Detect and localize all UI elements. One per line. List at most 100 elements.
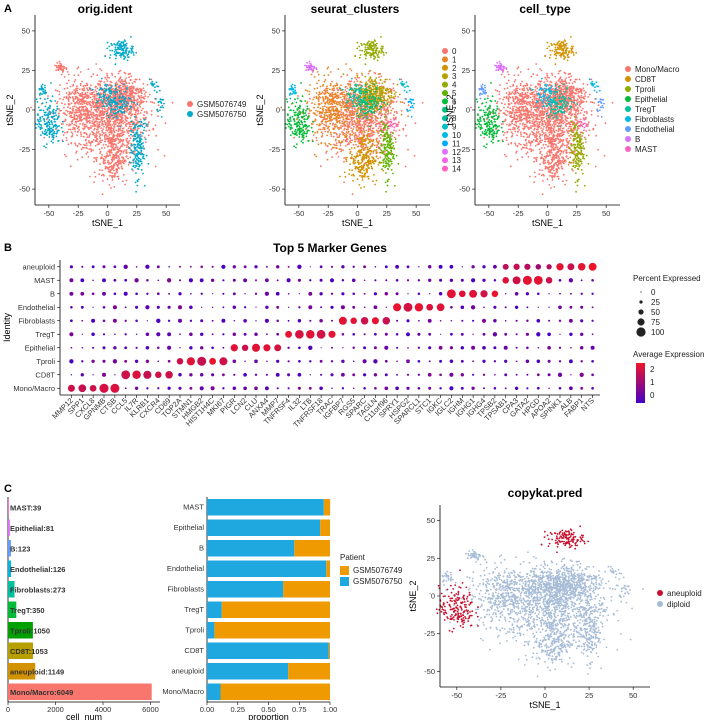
tsne-point: [359, 136, 361, 139]
tsne-point: [114, 52, 117, 55]
tsne-point: [359, 49, 361, 52]
tsne-point: [382, 122, 384, 125]
tsne-point: [122, 150, 125, 153]
tsne-point: [122, 85, 125, 88]
tsne-point: [365, 129, 368, 132]
tsne-point: [108, 56, 111, 59]
tsne-point: [325, 114, 328, 117]
tsne-point: [112, 136, 115, 139]
y-tick-label: 25: [22, 66, 30, 75]
tsne-point: [339, 175, 341, 178]
tsne-point: [360, 115, 362, 118]
tsne-point: [106, 120, 109, 122]
tsne-point: [83, 132, 86, 134]
tsne-point: [358, 151, 361, 153]
tsne-point: [349, 103, 352, 106]
tsne-point: [49, 111, 52, 114]
tsne-point: [349, 105, 352, 108]
tsne-point: [85, 113, 87, 116]
tsne-point: [330, 133, 332, 136]
tsne-point: [123, 47, 125, 50]
tsne-point: [114, 103, 116, 106]
tsne-point: [379, 137, 382, 140]
tsne-point: [376, 141, 379, 144]
tsne-point: [112, 153, 114, 156]
tsne-point: [139, 106, 142, 108]
tsne-point: [74, 114, 76, 117]
tsne-point: [343, 96, 346, 99]
tsne-point: [105, 105, 108, 107]
tsne-point: [328, 142, 330, 145]
tsne-point: [372, 157, 375, 160]
tsne-point: [85, 142, 88, 145]
tsne-point: [384, 114, 387, 116]
tsne-point: [109, 80, 112, 83]
tsne-point: [114, 63, 117, 66]
tsne-point: [340, 106, 343, 109]
tsne-point: [323, 128, 326, 131]
tsne-point: [362, 158, 365, 161]
tsne-point: [96, 138, 99, 141]
tsne-point: [53, 118, 56, 121]
tsne-point: [342, 131, 344, 134]
tsne-point: [397, 134, 400, 137]
tsne-point: [99, 83, 101, 85]
tsne-point: [361, 179, 364, 181]
tsne-point: [371, 127, 374, 130]
tsne-point: [342, 133, 344, 136]
tsne-point: [381, 144, 383, 147]
tsne-point: [107, 107, 110, 110]
tsne-point: [103, 116, 105, 119]
tsne-point: [330, 95, 332, 97]
tsne-point: [344, 145, 347, 147]
tsne-point: [308, 90, 311, 93]
tsne-point: [82, 97, 85, 100]
tsne-point: [104, 138, 106, 141]
tsne-point: [379, 91, 382, 93]
legend-label: GSM5076749: [197, 100, 247, 109]
tsne-point: [157, 115, 160, 117]
tsne-point: [378, 135, 381, 137]
tsne-point: [348, 114, 351, 116]
tsne-point: [350, 69, 353, 72]
tsne-point: [63, 87, 66, 90]
tsne-point: [125, 77, 128, 79]
tsne-point: [369, 152, 372, 155]
tsne-point: [334, 144, 336, 147]
tsne-point: [41, 102, 44, 105]
tsne-point: [78, 100, 81, 103]
tsne-point: [120, 167, 123, 169]
tsne-point: [375, 129, 378, 132]
tsne-point: [55, 135, 58, 138]
tsne-point: [108, 118, 111, 120]
tsne-point: [321, 96, 324, 98]
tsne-point: [104, 162, 107, 164]
tsne-point: [156, 108, 158, 111]
tsne-point: [132, 164, 135, 167]
tsne-point: [327, 126, 330, 129]
tsne-point: [125, 48, 128, 51]
tsne-point: [389, 160, 392, 163]
tsne-point: [76, 120, 79, 123]
tsne-point: [101, 120, 104, 123]
tsne-point: [352, 180, 354, 182]
tsne-point: [336, 121, 338, 124]
tsne-point: [364, 157, 366, 159]
tsne-point: [354, 157, 357, 159]
tsne-point: [102, 123, 105, 126]
tsne-point: [46, 109, 49, 111]
tsne-point: [323, 80, 326, 83]
tsne-point: [112, 145, 114, 148]
tsne-point: [135, 115, 138, 118]
tsne-point: [392, 87, 395, 90]
tsne-point: [94, 89, 97, 91]
tsne-point: [105, 123, 107, 126]
tsne-point: [116, 165, 119, 168]
tsne-point: [76, 67, 79, 70]
tsne-point: [81, 89, 84, 91]
tsne-point: [101, 153, 103, 156]
tsne-point: [354, 55, 357, 58]
tsne-point: [382, 169, 384, 172]
tsne-point: [142, 100, 145, 103]
tsne-point: [132, 139, 135, 142]
